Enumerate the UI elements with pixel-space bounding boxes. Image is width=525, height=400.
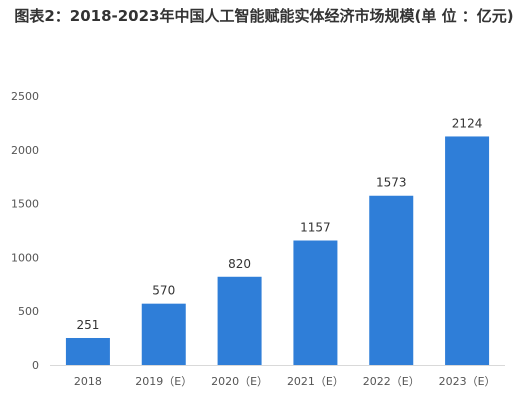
data-labels: 251 570 820 1157 1573 2124 — [76, 116, 482, 332]
x-tick-label: 2022（E） — [363, 375, 420, 388]
y-tick-label: 500 — [18, 305, 39, 318]
x-tick-label: 2020（E） — [211, 375, 268, 388]
x-tick-label: 2018 — [74, 375, 102, 388]
bar-value-label: 820 — [228, 257, 251, 271]
bar-value-label: 2124 — [452, 116, 483, 130]
bar-value-label: 251 — [76, 318, 99, 332]
x-axis-ticks: 2018 2019（E） 2020（E） 2021（E） 2022（E） 2023（E） — [74, 375, 496, 388]
bar — [141, 303, 186, 365]
bar — [65, 337, 110, 365]
y-tick-label: 2500 — [11, 90, 39, 103]
bar-value-label: 570 — [152, 284, 175, 298]
bar-value-label: 1573 — [376, 176, 407, 190]
bar — [293, 240, 338, 365]
y-axis-ticks: 0 500 1000 1500 2000 2500 — [11, 90, 39, 372]
y-tick-label: 0 — [32, 359, 39, 372]
bar-value-label: 1157 — [300, 221, 331, 235]
bar — [369, 195, 414, 365]
x-tick-label: 2019（E） — [135, 375, 192, 388]
bars — [65, 136, 490, 365]
y-tick-label: 1500 — [11, 198, 39, 211]
y-tick-label: 1000 — [11, 251, 39, 264]
bar — [217, 276, 262, 365]
bar — [445, 136, 490, 365]
x-tick-label: 2021（E） — [287, 375, 344, 388]
y-tick-label: 2000 — [11, 144, 39, 157]
x-tick-label: 2023（E） — [439, 375, 496, 388]
chart-title: 图表2：2018-2023年中国人工智能赋能实体经济市场规模(单 位 ：亿元) — [14, 7, 514, 25]
